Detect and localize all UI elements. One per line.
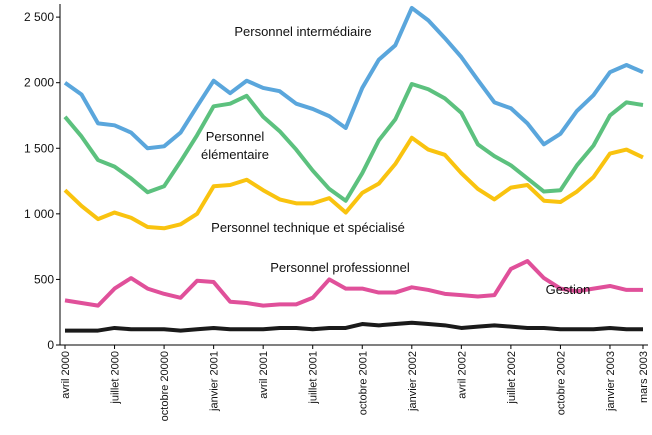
x-tick-label: avril 2000: [60, 351, 72, 399]
x-tick-label: janvier 2003: [605, 351, 617, 412]
y-tick-label: 1 500: [24, 141, 54, 155]
x-tick-label: juillet 2002: [506, 351, 518, 405]
series-line: [63, 82, 644, 203]
x-tick-label: avril 2002: [456, 351, 468, 399]
series-line: [63, 135, 644, 231]
x-tick-label: avril 2001: [258, 351, 270, 399]
x-tick-label: octobre 2001: [357, 351, 369, 415]
series-label: Gestion: [546, 282, 591, 297]
series-line: [64, 259, 643, 308]
series-label: Personnel élémentaire: [201, 129, 269, 162]
series-label: Personnel intermédiaire: [234, 24, 371, 39]
series-line: [63, 5, 644, 151]
y-tick-label: 2 500: [24, 10, 54, 24]
x-tick-label: janvier 2001: [209, 351, 221, 412]
y-tick-label: 500: [34, 272, 54, 286]
series-label: Personnel technique et spécialisé: [211, 220, 405, 235]
x-tick-label: octobre 20000: [159, 351, 171, 421]
x-tick-label: juillet 2001: [308, 351, 320, 405]
x-tick-label: mars 2003: [638, 351, 650, 403]
series-label: Personnel professionnel: [270, 260, 410, 275]
y-tick-label: 1 000: [24, 207, 54, 221]
series-line: [65, 320, 643, 333]
y-tick-label: 2 000: [24, 76, 54, 90]
x-tick-label: juillet 2000: [110, 351, 122, 405]
x-tick-label: janvier 2002: [407, 351, 419, 412]
y-tick-label: 0: [47, 338, 54, 352]
x-tick-label: octobre 2002: [555, 351, 567, 415]
